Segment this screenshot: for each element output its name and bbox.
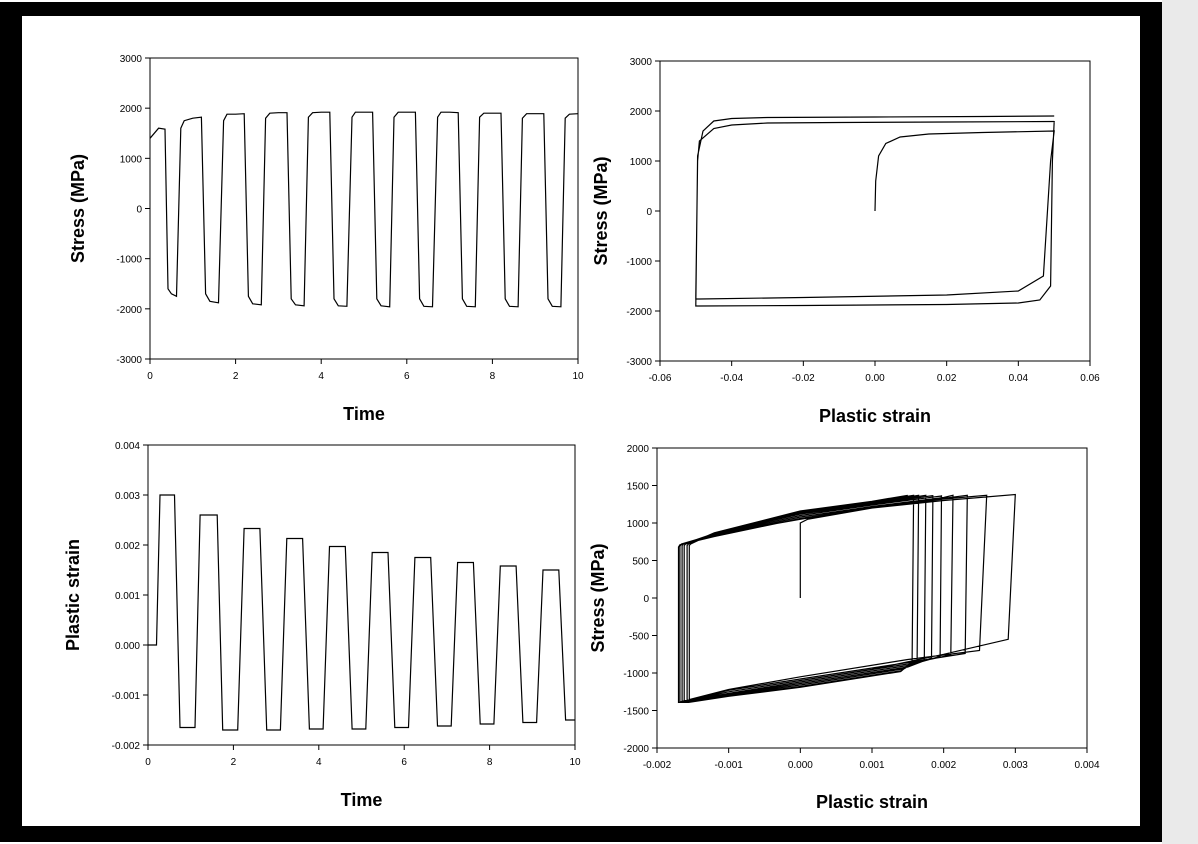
y-tick-label: -3000 <box>626 357 652 368</box>
y-tick-label: 1000 <box>630 157 653 168</box>
x-tick-label: 0.004 <box>1074 760 1099 771</box>
y-tick-label: -0.001 <box>112 691 141 702</box>
x-tick-label: 0.000 <box>788 760 813 771</box>
x-tick-label: 10 <box>569 757 581 768</box>
y-tick-label: -0.002 <box>112 741 141 752</box>
x-tick-label: 10 <box>572 371 584 382</box>
x-tick-label: 0.001 <box>859 760 884 771</box>
x-tick-label: 0 <box>147 371 153 382</box>
x-tick-label: 4 <box>318 371 324 382</box>
x-tick-label: -0.002 <box>643 760 672 771</box>
y-tick-label: 2000 <box>630 107 653 118</box>
x-axis-label: Plastic strain <box>816 792 928 812</box>
y-tick-label: 2000 <box>120 104 143 115</box>
y-tick-label: -2000 <box>626 307 652 318</box>
y-tick-label: 0 <box>136 205 142 216</box>
chart-stress-vs-plastic-strain: -0.06 -0.04 -0.02 0.00 0.02 0.04 0.06 -3000 -200… <box>591 57 1100 426</box>
y-tick-label: -1000 <box>623 669 649 680</box>
scan-noise-right <box>1162 0 1198 844</box>
black-border-left <box>0 2 22 840</box>
x-tick-label: -0.001 <box>714 760 743 771</box>
x-tick-label: 0.02 <box>937 373 957 384</box>
x-axis-label: Time <box>341 790 383 810</box>
x-tick-label: 0.002 <box>931 760 956 771</box>
y-tick-label: 1000 <box>120 154 143 165</box>
x-tick-label: 6 <box>404 371 410 382</box>
series-line-0 <box>149 111 579 308</box>
x-tick-label: 8 <box>490 371 496 382</box>
y-tick-label: -2000 <box>623 744 649 755</box>
y-axis-label: Stress (MPa) <box>588 543 608 652</box>
y-tick-label: 1000 <box>627 519 650 530</box>
y-tick-label: 0 <box>643 594 649 605</box>
x-tick-label: -0.04 <box>720 373 743 384</box>
series-line-0 <box>148 494 575 731</box>
y-tick-label: 0.001 <box>115 591 140 602</box>
series-line-0 <box>695 115 1055 307</box>
black-border-right <box>1140 2 1162 840</box>
inner-paper <box>22 16 1140 826</box>
x-tick-label: -0.02 <box>792 373 815 384</box>
chart-panels: 0 2 4 6 8 10-3000-2000-10000100020003000TimeS… <box>63 54 1100 812</box>
y-axis-label: Plastic strain <box>63 539 83 651</box>
y-axis-label: Stress (MPa) <box>68 154 88 263</box>
x-tick-label: 8 <box>487 757 493 768</box>
x-tick-label: 4 <box>316 757 322 768</box>
y-tick-label: 3000 <box>120 54 143 65</box>
x-tick-label: 2 <box>231 757 237 768</box>
y-tick-label: 500 <box>632 557 649 568</box>
x-axis-label: Time <box>343 404 385 424</box>
x-tick-label: 0 <box>145 757 151 768</box>
y-tick-label: 0.003 <box>115 491 140 502</box>
x-tick-label: 0.003 <box>1003 760 1028 771</box>
y-tick-label: -3000 <box>116 355 142 366</box>
y-tick-label: 0.002 <box>115 541 140 552</box>
y-tick-label: 0.000 <box>115 641 140 652</box>
y-tick-label: -1500 <box>623 707 649 718</box>
chart-plastic-strain-vs-time: 0 2 4 6 8 10 -0.002 -0.001 0.000 0.001 0.002 0.003 0… <box>63 441 581 810</box>
y-axis-label: Stress (MPa) <box>591 156 611 265</box>
x-tick-label: 2 <box>233 371 239 382</box>
x-tick-label: 6 <box>401 757 407 768</box>
chart-stress-vs-time: 0 2 4 6 8 10 -3000 -2000 -1000 0 1000 2000 3000 Time S… <box>68 54 584 424</box>
y-tick-label: 2000 <box>627 444 650 455</box>
series-line-0 <box>677 493 1016 704</box>
x-tick-label: 0.04 <box>1009 373 1029 384</box>
x-tick-label: 0.00 <box>865 373 885 384</box>
chart-stress-vs-plastic-strain-zoom: -0.002 -0.001 0.000 0.001 0.002 0.003 0.004 -20… <box>588 444 1100 812</box>
y-tick-label: 3000 <box>630 57 653 68</box>
y-tick-label: -1000 <box>626 257 652 268</box>
x-tick-label: 0.06 <box>1080 373 1100 384</box>
y-tick-label: -1000 <box>116 255 142 266</box>
x-axis-label: Plastic strain <box>819 406 931 426</box>
y-tick-label: -2000 <box>116 305 142 316</box>
black-border-bottom <box>0 826 1162 842</box>
y-tick-label: 1500 <box>627 482 650 493</box>
y-tick-label: 0.004 <box>115 441 140 452</box>
black-border-top <box>0 2 1162 16</box>
y-tick-label: -500 <box>629 632 649 643</box>
x-tick-label: -0.06 <box>649 373 672 384</box>
y-tick-label: 0 <box>646 207 652 218</box>
